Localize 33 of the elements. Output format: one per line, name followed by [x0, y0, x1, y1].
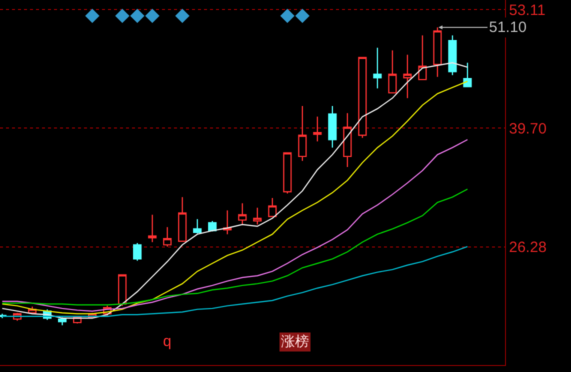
- y-tick-label: 26.28: [509, 239, 547, 256]
- candlestick: [238, 202, 247, 226]
- candlestick: [358, 56, 367, 138]
- candlestick: [223, 210, 232, 235]
- line-series: [2, 246, 468, 317]
- y-tick-label: 39.70: [509, 120, 547, 138]
- candlestick: [283, 152, 292, 194]
- candlestick: [253, 207, 262, 226]
- candlestick: [418, 34, 427, 80]
- candlestick: [58, 316, 67, 326]
- annotation: q: [163, 333, 172, 350]
- candlestick: [298, 105, 307, 162]
- candlestick: [433, 26, 442, 78]
- candlestick: [328, 105, 337, 148]
- annotation: 涨榜: [281, 334, 309, 350]
- candlestick: [463, 62, 472, 88]
- candlestick: [388, 50, 397, 94]
- candlestick: [373, 47, 382, 89]
- candlestick: [118, 274, 127, 306]
- text: 51.10: [489, 19, 527, 36]
- line-series: [2, 188, 468, 306]
- candlestick: [148, 214, 157, 243]
- candlestick: [313, 116, 322, 142]
- y-tick-label: 53.11: [509, 2, 546, 19]
- candlestick: [178, 196, 187, 242]
- candlestick: [163, 226, 172, 248]
- line-series: [2, 139, 468, 312]
- candlestick: [133, 242, 142, 262]
- candlestick: [403, 54, 412, 99]
- candlestick: [343, 112, 352, 168]
- candlestick: [448, 34, 457, 76]
- candlestick: [268, 197, 277, 218]
- candlestick: [193, 218, 202, 234]
